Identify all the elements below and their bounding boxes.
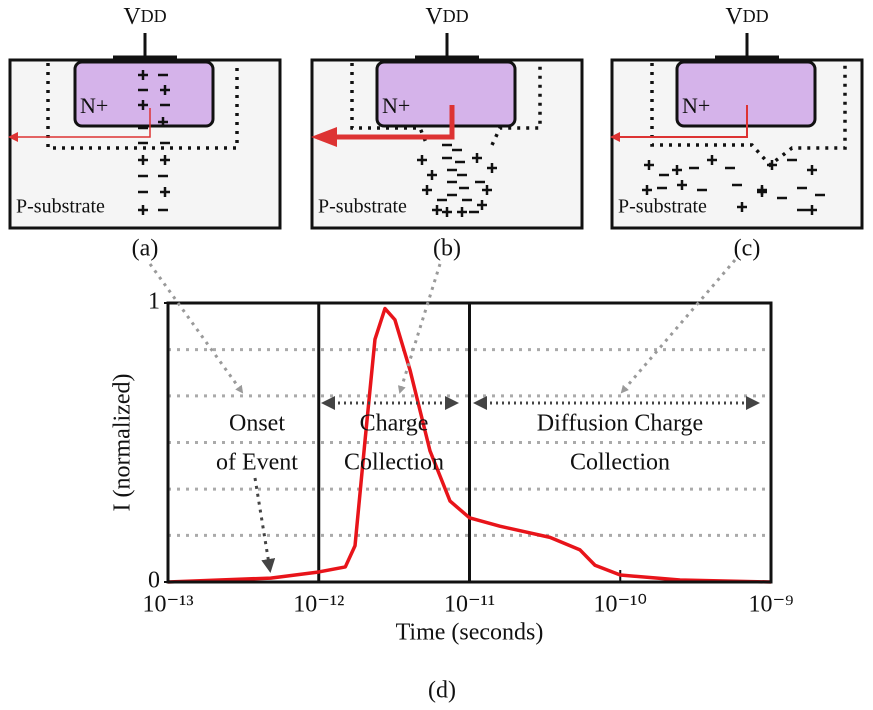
supply-main: V: [123, 4, 141, 30]
x-tick-label: 10⁻¹³: [142, 592, 193, 618]
y-axis-label: I (normalized): [110, 374, 136, 512]
x-tick-label: 10⁻¹⁰: [594, 592, 647, 618]
current-curve: [167, 306, 772, 584]
current-arrow: [8, 108, 151, 142]
current-arrow: [610, 105, 748, 142]
substrate-label: P-substrate: [318, 196, 407, 218]
panel-caption: (a): [132, 236, 159, 262]
x-tick-label: 10⁻¹¹: [444, 592, 495, 618]
substrate-label: P-substrate: [16, 196, 105, 218]
region-label: N+: [682, 93, 710, 118]
depletion-region: [46, 63, 239, 150]
y-tick-label: 1: [148, 289, 160, 315]
supply-main: V: [425, 4, 443, 30]
n-plus-region: [73, 60, 215, 128]
region-annotation: Collection: [570, 450, 670, 476]
device-panel: VDD N+ P-substrate (b): [310, 4, 584, 262]
pointer-arrow: [397, 263, 442, 394]
n-plus-region: [375, 60, 517, 128]
onset-arrow: [253, 477, 276, 573]
current-arrow: [311, 105, 455, 147]
x-tick-label: 10⁻⁹: [748, 592, 793, 618]
depletion-region: [350, 63, 542, 146]
supply-main: V: [725, 4, 743, 30]
pointer-arrow: [148, 263, 244, 394]
region-annotation: Diffusion Charge: [537, 411, 703, 437]
supply-label: VDD: [425, 4, 468, 30]
plot-frame: [166, 301, 773, 584]
region-label: N+: [80, 93, 108, 118]
supply-sub: DD: [141, 6, 167, 26]
panel-caption: (b): [433, 236, 461, 262]
region-annotation: Collection: [344, 450, 444, 476]
chart: 0 1 10⁻¹³ 10⁻¹² 10⁻¹¹ 10⁻¹⁰ 10⁻⁹ Time (seconds)…: [110, 289, 794, 704]
device-panel: VDD N+ P-substrate (c): [610, 4, 864, 262]
device-panels: VDDN+P-substrate(a)VDDN+P-substrate(b)VD…: [8, 4, 864, 262]
supply-sub: DD: [443, 6, 469, 26]
pointer-arrows: [148, 259, 760, 573]
x-axis-label: Time (seconds): [396, 620, 544, 646]
pointer-arrow: [620, 259, 737, 394]
x-tick-label: 10⁻¹²: [293, 592, 344, 618]
y-tick-label: 0: [148, 568, 160, 594]
supply-sub: DD: [743, 6, 769, 26]
device-panel: VDD N+ P-substrate (a): [8, 4, 282, 262]
supply-label: VDD: [123, 4, 166, 30]
region-annotation: of Event: [216, 450, 298, 476]
chart-caption: (d): [428, 678, 456, 704]
panel-caption: (c): [734, 236, 761, 262]
region-label: N+: [382, 93, 410, 118]
supply-label: VDD: [725, 4, 768, 30]
region-annotation: Onset: [229, 411, 285, 437]
region-annotation: Charge: [360, 411, 429, 437]
substrate-label: P-substrate: [618, 196, 707, 218]
